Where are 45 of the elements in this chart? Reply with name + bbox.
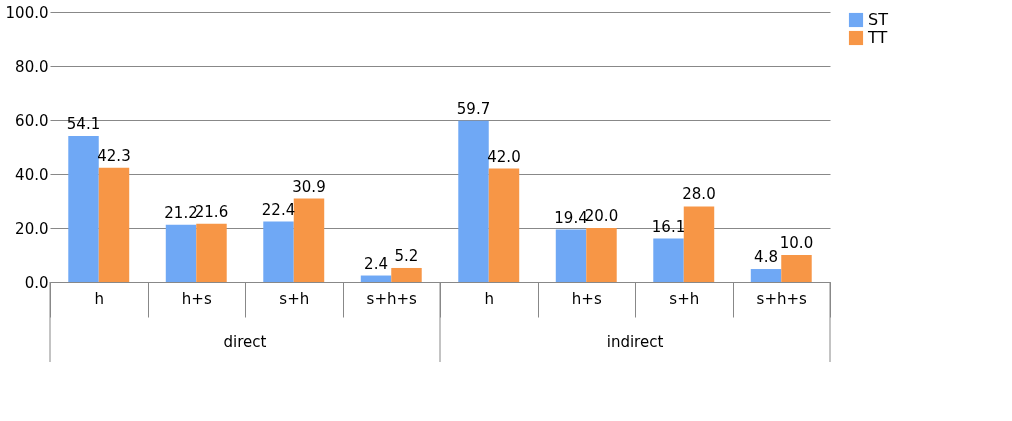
data-label: 28.0 <box>682 185 716 204</box>
x-tick-label: s+h+s <box>756 289 808 308</box>
y-tick-label: 60.0 <box>15 111 49 130</box>
bar <box>98 167 130 282</box>
data-label: 5.2 <box>394 246 419 265</box>
x-tick-label: s+h <box>279 289 310 308</box>
y-tick-label: 100.0 <box>5 3 49 22</box>
bar <box>196 223 227 282</box>
text: indirect <box>606 333 664 351</box>
bar <box>293 198 325 282</box>
data-label: 42.0 <box>487 147 521 166</box>
bar <box>263 221 294 282</box>
data-label: 16.1 <box>651 217 686 236</box>
data-label: 4.8 <box>754 248 778 267</box>
bar <box>586 228 617 282</box>
y-tick-label: 0.0 <box>24 273 49 292</box>
data-label: 54.1 <box>66 114 101 133</box>
legend-label: TT <box>867 28 888 47</box>
x-tick-label: s+h+s <box>366 289 418 308</box>
bar <box>683 206 715 282</box>
y-tick-label: 80.0 <box>15 57 49 76</box>
bar <box>488 168 520 282</box>
bar <box>68 135 99 282</box>
bar <box>458 120 489 282</box>
x-tick-label: h <box>484 289 495 308</box>
x-tick-label: h+s <box>571 289 602 308</box>
bar <box>653 238 684 282</box>
bar <box>781 255 812 282</box>
data-label: 30.9 <box>292 177 326 196</box>
x-tick-label: h <box>94 289 105 308</box>
bar <box>555 229 587 282</box>
bar <box>391 267 422 282</box>
text: direct <box>223 333 267 351</box>
data-label: 10.0 <box>779 234 814 252</box>
data-label: 59.7 <box>456 99 491 118</box>
legend-label: ST <box>868 10 889 29</box>
bar <box>165 224 197 282</box>
bar <box>750 269 782 282</box>
bar <box>360 275 392 282</box>
data-label: 2.4 <box>364 254 388 273</box>
x-tick-label: s+h <box>669 289 700 308</box>
y-tick-label: 20.0 <box>15 219 49 238</box>
x-tick-label: h+s <box>181 289 212 308</box>
data-label: 42.3 <box>97 146 131 165</box>
y-tick-label: 40.0 <box>15 165 49 184</box>
